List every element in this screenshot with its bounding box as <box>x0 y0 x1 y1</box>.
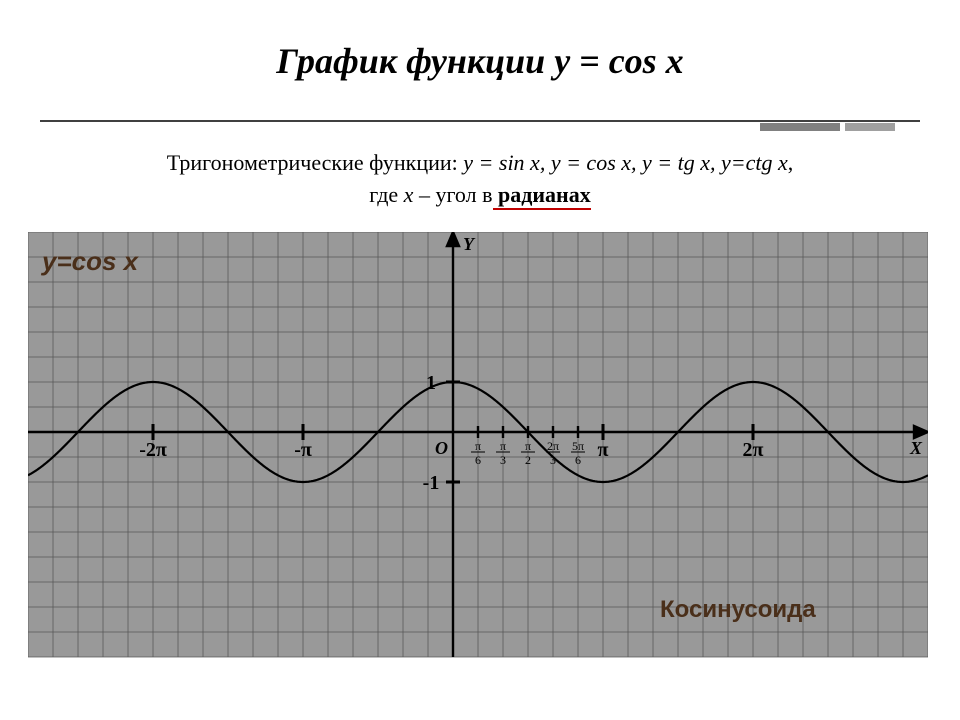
title-underline <box>40 120 920 122</box>
subtitle: Тригонометрические функции: y = sin x, y… <box>0 150 960 208</box>
svg-text:1: 1 <box>426 372 436 394</box>
svg-text:X: X <box>909 438 923 458</box>
svg-text:6: 6 <box>475 453 481 467</box>
subtitle-radians: радианах <box>493 182 591 210</box>
svg-text:O: O <box>435 438 448 458</box>
page-title: График функции y = cos x <box>0 40 960 82</box>
slide: График функции y = cos x Тригонометричес… <box>0 0 960 720</box>
title-pre: График функции <box>276 41 554 81</box>
svg-text:2π: 2π <box>547 439 559 453</box>
svg-text:3: 3 <box>500 453 506 467</box>
svg-text:-2π: -2π <box>139 439 167 461</box>
svg-text:2π: 2π <box>743 439 764 461</box>
subtitle-line2-var: x <box>404 182 414 207</box>
svg-text:2: 2 <box>525 453 531 467</box>
subtitle-line2-mid: – угол в <box>413 182 492 207</box>
svg-text:π: π <box>500 439 506 453</box>
svg-text:-π: -π <box>294 439 312 461</box>
curve-name-label: Косинусоида <box>660 596 816 624</box>
svg-text:5π: 5π <box>572 439 584 453</box>
subtitle-line2-pre: где <box>369 182 403 207</box>
svg-text:π: π <box>598 439 609 461</box>
subtitle-fns: y = sin x, y = cos x, y = tg x, y=ctg x <box>463 150 788 175</box>
subtitle-prefix: Тригонометрические функции: <box>167 150 464 175</box>
title-fn: y = cos x <box>554 41 683 81</box>
equation-label: y=cos x <box>42 246 138 277</box>
svg-text:-1: -1 <box>423 472 440 494</box>
svg-text:3: 3 <box>550 453 556 467</box>
svg-text:6: 6 <box>575 453 581 467</box>
svg-text:π: π <box>525 439 531 453</box>
svg-text:π: π <box>475 439 481 453</box>
